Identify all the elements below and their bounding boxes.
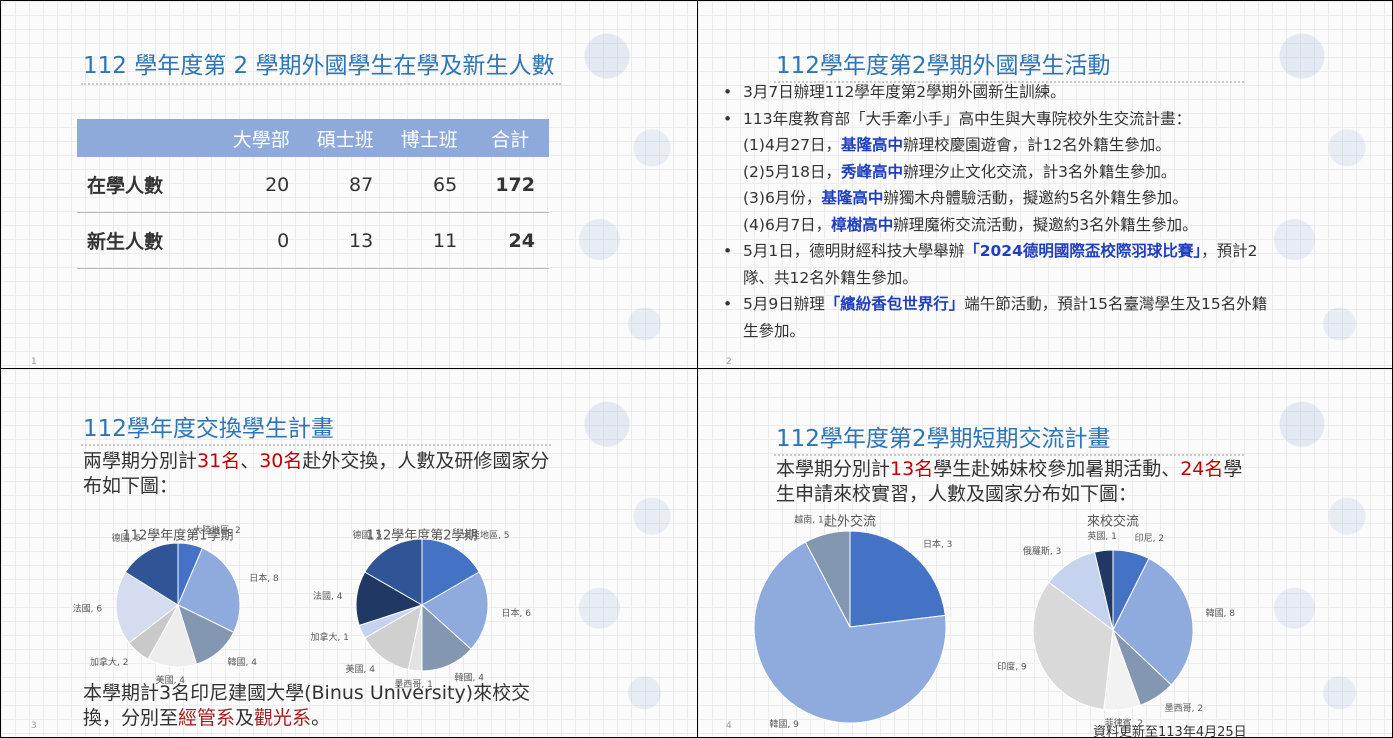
slice-label: 法國, 4 [313,590,343,602]
slice-label: 越南, 1 [794,514,823,526]
page: 112 學年度第 2 學期外國學生在學及新生人數 大學部碩士班博士班合計在學人數… [0,0,1393,738]
slice-label: 德國, 5 [112,532,141,544]
slice-label: 大陸地區, 2 [193,524,240,536]
slice-label: 日本, 6 [502,607,532,619]
slice-label: 日本, 8 [249,572,279,584]
chart-title: 來校交流 [1087,514,1139,530]
slice-label: 美國, 4 [156,674,186,686]
chart-title: 赴外交流 [824,514,876,530]
slice-label: 加拿大, 2 [90,656,128,668]
slice-label: 德國, 5 [353,529,382,541]
slice-label: 俄羅斯, 3 [1023,545,1061,557]
slice-label: 韓國, 4 [455,673,485,684]
slice-label: 韓國, 4 [228,657,258,668]
slice-label: 墨西哥, 1 [394,679,432,690]
slice-label: 印尼, 2 [1135,532,1164,544]
charts: 112學年度第1學期大陸地區, 2日本, 8韓國, 4美國, 4加拿大, 2法國… [0,0,1393,738]
slice-label: 英國, 1 [1087,530,1116,542]
slice-label: 印度, 9 [997,661,1027,673]
slice-label: 韓國, 8 [1206,608,1236,619]
slice-label: 韓國, 9 [769,719,799,730]
slice-label: 日本, 3 [923,538,952,550]
slice-label: 菲律賓, 2 [1105,717,1143,729]
slice-label: 美國, 4 [346,663,376,675]
slice-label: 法國, 6 [73,602,103,614]
slice-label: 大陸地區, 5 [462,529,509,541]
slice-label: 墨西哥, 2 [1165,703,1203,714]
slice-label: 加拿大, 1 [310,631,348,643]
